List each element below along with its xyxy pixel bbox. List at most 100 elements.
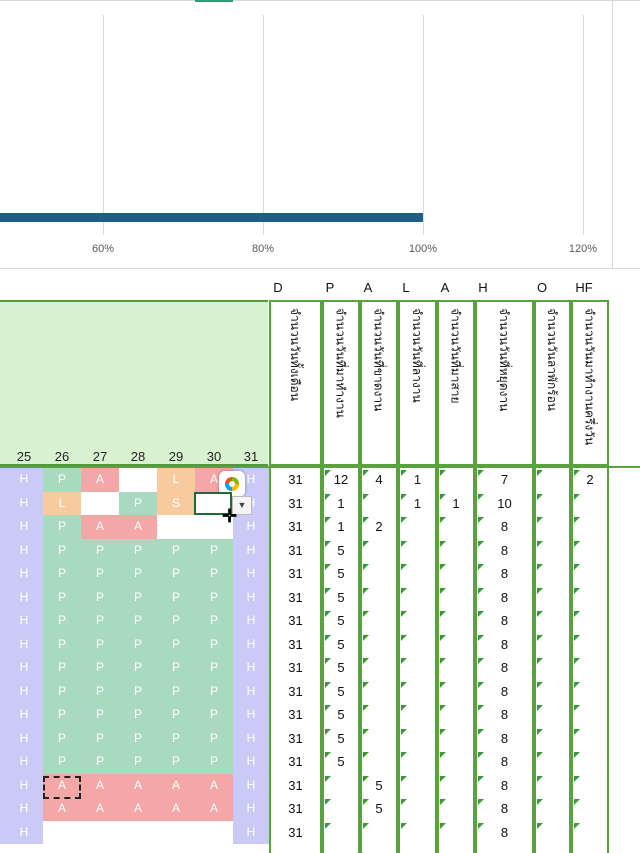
day-cell[interactable]: P [195, 726, 233, 750]
summary-column-header[interactable]: จำนวนวันมาทำงานครึ่งวัน [571, 300, 609, 466]
day-cell[interactable]: H [233, 726, 269, 750]
day-cell[interactable]: H [233, 703, 269, 727]
day-cell[interactable] [157, 515, 195, 539]
day-cell[interactable]: A [81, 773, 119, 797]
day-cell[interactable]: H [233, 538, 269, 562]
summary-cell[interactable]: 5 [375, 801, 383, 816]
summary-cell[interactable]: 5 [337, 707, 345, 722]
day-cell[interactable]: P [43, 515, 81, 539]
day-cell[interactable]: P [43, 609, 81, 633]
day-cell[interactable]: P [157, 632, 195, 656]
day-cell[interactable]: H [5, 609, 43, 633]
day-cell[interactable]: A [81, 468, 119, 492]
day-cell[interactable]: P [119, 538, 157, 562]
leading-column-cell[interactable] [0, 703, 5, 727]
leading-column-cell[interactable] [0, 632, 5, 656]
summary-cell[interactable]: 31 [288, 754, 303, 769]
chart-bar[interactable] [0, 213, 423, 222]
summary-cell[interactable]: 1 [413, 495, 422, 511]
summary-column-header[interactable]: จำนวนวันทั้งเดือน [269, 300, 322, 466]
dropdown-arrow-icon[interactable]: ▼ [232, 496, 252, 515]
day-cell[interactable]: P [195, 632, 233, 656]
summary-cell[interactable]: 8 [500, 801, 509, 816]
summary-cell[interactable]: 5 [337, 730, 345, 746]
day-cell[interactable]: S [157, 491, 195, 515]
day-cell[interactable]: P [195, 750, 233, 774]
day-cell[interactable]: P [81, 585, 119, 609]
summary-column-header[interactable]: จำนวนวันที่หยุดงาน [475, 300, 534, 466]
summary-cell[interactable]: 8 [500, 824, 509, 840]
day-cell[interactable]: P [81, 538, 119, 562]
day-cell[interactable]: A [119, 797, 157, 821]
day-cell[interactable]: P [195, 609, 233, 633]
day-cell[interactable]: P [157, 679, 195, 703]
summary-cell[interactable]: 31 [288, 566, 303, 581]
summary-cell[interactable]: 8 [500, 754, 509, 769]
leading-column-cell[interactable] [0, 797, 5, 821]
day-cell[interactable]: P [195, 679, 233, 703]
day-cell[interactable]: P [43, 562, 81, 586]
day-cell[interactable]: H [233, 632, 269, 656]
day-cell[interactable]: P [157, 726, 195, 750]
summary-cell[interactable]: 31 [288, 801, 303, 816]
day-cell[interactable]: H [5, 726, 43, 750]
leading-column-cell[interactable] [0, 609, 5, 633]
day-cell[interactable]: P [195, 656, 233, 680]
day-cell[interactable] [195, 820, 233, 844]
leading-column-cell[interactable] [0, 820, 5, 844]
day-cell[interactable]: H [233, 797, 269, 821]
day-cell[interactable]: P [81, 609, 119, 633]
day-cell[interactable]: H [5, 585, 43, 609]
summary-column-header[interactable]: จำนวนวันที่ขาดงาน [360, 300, 398, 466]
day-cell[interactable]: H [233, 750, 269, 774]
day-cell[interactable] [43, 820, 81, 844]
summary-column-header[interactable]: จำนวนวันที่มาทำงาน [322, 300, 360, 466]
day-cell[interactable]: H [233, 773, 269, 797]
summary-cell[interactable]: 8 [500, 660, 509, 675]
leading-column-cell[interactable] [0, 750, 5, 774]
summary-cell[interactable]: 31 [288, 589, 303, 605]
day-cell[interactable]: P [43, 679, 81, 703]
day-cell[interactable]: H [233, 609, 269, 633]
day-cell[interactable]: P [43, 750, 81, 774]
day-cell[interactable]: P [119, 491, 157, 515]
summary-cell[interactable]: 5 [337, 683, 345, 699]
day-cell[interactable] [81, 820, 119, 844]
summary-cell[interactable]: 5 [337, 660, 345, 675]
day-cell[interactable]: A [43, 797, 81, 821]
day-cell[interactable]: A [119, 773, 157, 797]
summary-cell[interactable]: 8 [500, 542, 509, 558]
leading-column-cell[interactable] [0, 538, 5, 562]
day-cell[interactable]: P [157, 538, 195, 562]
day-cell[interactable]: A [157, 797, 195, 821]
day-cell[interactable]: H [233, 585, 269, 609]
day-cell[interactable]: H [5, 703, 43, 727]
day-cell[interactable]: H [5, 750, 43, 774]
day-cell[interactable] [81, 491, 119, 515]
leading-column-cell[interactable] [0, 515, 5, 539]
day-cell[interactable]: P [195, 703, 233, 727]
day-cell[interactable] [195, 515, 233, 539]
summary-cell[interactable]: 1 [452, 495, 460, 511]
day-cell[interactable]: P [81, 726, 119, 750]
day-cell[interactable]: P [81, 632, 119, 656]
summary-cell[interactable]: 31 [288, 519, 303, 534]
day-cell[interactable]: P [119, 609, 157, 633]
day-cell[interactable]: H [5, 491, 43, 515]
summary-cell[interactable]: 1 [413, 472, 422, 487]
day-cell[interactable]: P [119, 750, 157, 774]
summary-cell[interactable]: 8 [500, 566, 509, 581]
summary-cell[interactable]: 4 [375, 472, 383, 487]
day-cell[interactable]: A [195, 773, 233, 797]
day-cell[interactable] [119, 468, 157, 492]
summary-cell[interactable]: 31 [288, 636, 303, 652]
day-cell[interactable]: P [157, 656, 195, 680]
day-cell[interactable]: P [157, 562, 195, 586]
summary-cell[interactable]: 2 [586, 472, 594, 487]
summary-cell[interactable]: 5 [337, 566, 345, 581]
day-cell[interactable]: L [43, 491, 81, 515]
summary-cell[interactable]: 31 [288, 660, 303, 675]
summary-cell[interactable]: 1 [337, 519, 345, 534]
day-cell[interactable]: P [195, 562, 233, 586]
day-cell[interactable]: P [119, 585, 157, 609]
